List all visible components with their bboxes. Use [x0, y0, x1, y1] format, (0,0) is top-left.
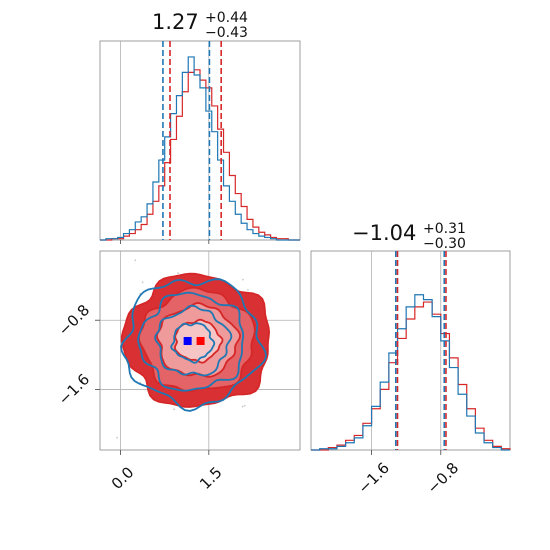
marginal-y-frame: [310, 250, 511, 451]
joint-contour-blue: [120, 278, 268, 412]
joint-sample-point: [134, 259, 137, 262]
joint-sample-point: [116, 436, 119, 439]
joint-panel: [99, 250, 301, 451]
x-tick-label: 1.5: [196, 463, 226, 493]
marginal-y-hist-blue: [311, 294, 510, 451]
joint-sample-point: [241, 278, 244, 281]
param1-title-plus: +0.44: [205, 10, 248, 26]
joint-contour-blue: [137, 291, 245, 392]
joint-sample-point: [241, 405, 244, 408]
marginal-x-hist-blue: [100, 56, 300, 241]
marginal-x-hist-red: [100, 69, 300, 241]
y-tick-label: −1.6: [55, 370, 93, 408]
marginal-y-panel: −1.04 +0.31 −0.30: [310, 221, 511, 451]
joint-sample-point: [173, 408, 176, 411]
joint-sample-point: [141, 281, 144, 284]
joint-contour-blue: [154, 304, 233, 377]
x-tick-label: 0.0: [108, 463, 138, 493]
param1-title-minus: −0.43: [205, 25, 248, 41]
param1-title-median: 1.27: [152, 10, 199, 34]
marginal-y-x-tick-label: −0.8: [424, 459, 462, 497]
marginal-y-hist-red: [311, 301, 511, 451]
joint-truth-marker-blue: [183, 336, 192, 345]
joint-sample-point: [247, 289, 249, 291]
joint-sample-point: [243, 404, 246, 407]
param2-title-plus: +0.31: [423, 221, 466, 237]
marginal-y-x-tick-label: −1.6: [354, 459, 392, 497]
y-tick-label: −0.8: [55, 301, 93, 339]
param2-title-minus: −0.30: [423, 236, 466, 252]
joint-frame: [99, 250, 301, 451]
marginal-x-panel: 1.27 +0.44 −0.43: [99, 10, 301, 241]
param2-title-median: −1.04: [352, 221, 416, 245]
joint-truth-marker-red: [196, 336, 205, 345]
marginal-x-frame: [99, 40, 301, 241]
joint-contour-blue: [170, 322, 216, 364]
joint-sample-point: [177, 272, 180, 275]
